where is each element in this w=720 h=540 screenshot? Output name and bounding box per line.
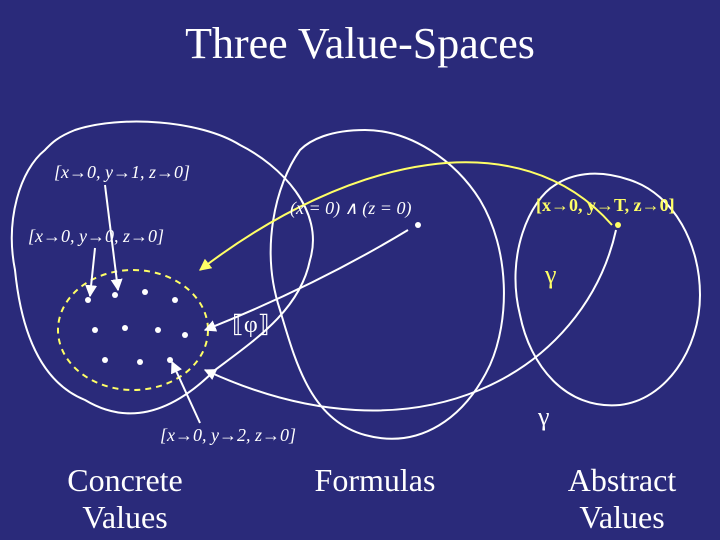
concrete-dot xyxy=(142,289,148,295)
abstract-dot xyxy=(615,222,621,228)
state-label-2: [x→0, y→0, z→0] xyxy=(28,226,164,247)
footer-concrete: Concrete Values xyxy=(40,462,210,536)
concrete-dot xyxy=(85,297,91,303)
concrete-dot xyxy=(122,325,128,331)
state-label-1: [x→0, y→1, z→0] xyxy=(54,162,190,183)
concrete-dot xyxy=(137,359,143,365)
concrete-dot xyxy=(182,332,188,338)
state-label-3: [x→0, y→2, z→0] xyxy=(160,425,296,446)
footer-formulas: Formulas xyxy=(300,462,450,499)
concrete-dot xyxy=(102,357,108,363)
concrete-dot xyxy=(92,327,98,333)
concrete-dot xyxy=(155,327,161,333)
formula-dot xyxy=(415,222,421,228)
arrow-s3 xyxy=(172,362,200,423)
semantic-brackets: ⟦φ⟧ xyxy=(232,310,270,339)
diagram-canvas xyxy=(0,0,720,540)
formulas-blob xyxy=(271,130,504,439)
gamma-label-bottom: γ xyxy=(538,402,550,432)
arrow-s2 xyxy=(90,248,95,296)
concrete-dot xyxy=(172,297,178,303)
gamma-label-top: γ xyxy=(545,260,557,290)
abstract-state-label: [x→0, y→T, z→0] xyxy=(536,195,675,216)
slide-title: Three Value-Spaces xyxy=(0,18,720,69)
formula-label: (x = 0) ∧ (z = 0) xyxy=(290,198,411,219)
footer-abstract: Abstract Values xyxy=(542,462,702,536)
dashed-subset xyxy=(58,270,208,390)
concrete-dot xyxy=(112,292,118,298)
